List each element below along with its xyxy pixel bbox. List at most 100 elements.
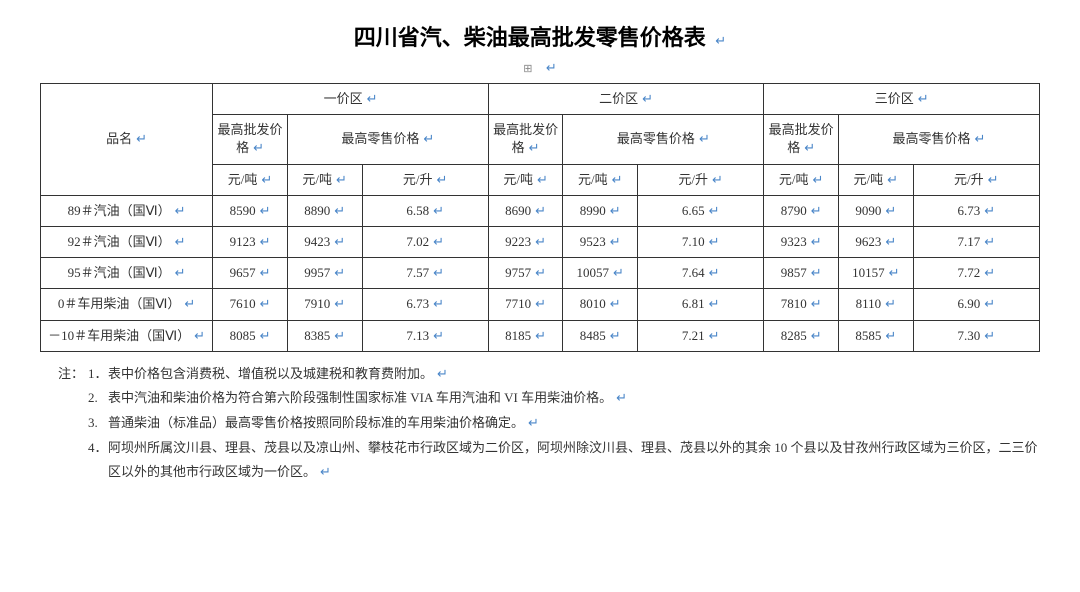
- cell-retail-liter: 6.90↵: [913, 289, 1039, 320]
- crlf-icon: ↵: [535, 328, 546, 343]
- cell-wholesale: 9857↵: [764, 258, 839, 289]
- note-number: 4．: [88, 436, 108, 485]
- note-row: 注：1．表中价格包含消费税、增值税以及城建税和教育费附加。↵: [40, 362, 1040, 387]
- cell-retail-liter: 7.13↵: [362, 320, 488, 351]
- note-text: 表中价格包含消费税、增值税以及城建税和教育费附加。↵: [108, 362, 1040, 387]
- table-body: 89＃汽油（国Ⅵ）↵8590↵8890↵6.58↵8690↵8990↵6.65↵…: [41, 195, 1040, 351]
- crlf-icon: ↵: [136, 131, 147, 146]
- th-zone-3: 三价区↵: [764, 84, 1040, 115]
- anchor-icon: ⊞: [523, 62, 532, 75]
- crlf-icon: ↵: [184, 296, 195, 311]
- cell-retail-liter: 7.72↵: [913, 258, 1039, 289]
- th-retail: 最高零售价格↵: [563, 115, 764, 164]
- th-name: 品名↵: [41, 84, 213, 196]
- crlf-icon: ↵: [709, 265, 720, 280]
- cell-retail-ton: 7910↵: [287, 289, 362, 320]
- crlf-icon: ↵: [260, 234, 271, 249]
- crlf-icon: ↵: [813, 172, 824, 187]
- cell-name: 0＃车用柴油（国Ⅵ）↵: [41, 289, 213, 320]
- cell-retail-liter: 6.81↵: [638, 289, 764, 320]
- cell-retail-liter: 7.64↵: [638, 258, 764, 289]
- crlf-icon: ↵: [712, 172, 723, 187]
- th-unit-ton: 元/吨↵: [488, 164, 563, 195]
- crlf-icon: ↵: [334, 203, 345, 218]
- cell-retail-ton: 8890↵: [287, 195, 362, 226]
- cell-wholesale: 8590↵: [213, 195, 288, 226]
- cell-wholesale: 8790↵: [764, 195, 839, 226]
- page-title: 四川省汽、柴油最高批发零售价格表 ↵: [40, 20, 1040, 52]
- note-row: 2.表中汽油和柴油价格为符合第六阶段强制性国家标准 VIA 车用汽油和 VI 车…: [40, 386, 1040, 411]
- crlf-icon: ↵: [885, 203, 896, 218]
- cell-retail-ton: 8485↵: [563, 320, 638, 351]
- cell-retail-ton: 9090↵: [838, 195, 913, 226]
- crlf-icon: ↵: [610, 328, 621, 343]
- cell-wholesale: 9323↵: [764, 226, 839, 257]
- th-retail: 最高零售价格↵: [838, 115, 1039, 164]
- cell-retail-ton: 10057↵: [563, 258, 638, 289]
- crlf-icon: ↵: [610, 234, 621, 249]
- th-zone-1: 一价区↵: [213, 84, 489, 115]
- cell-wholesale: 8185↵: [488, 320, 563, 351]
- crlf-icon: ↵: [988, 172, 999, 187]
- cell-retail-liter: 7.10↵: [638, 226, 764, 257]
- crlf-icon: ↵: [535, 265, 546, 280]
- table-row: 92＃汽油（国Ⅵ）↵9123↵9423↵7.02↵9223↵9523↵7.10↵…: [41, 226, 1040, 257]
- cell-retail-liter: 6.73↵: [362, 289, 488, 320]
- cell-retail-ton: 8010↵: [563, 289, 638, 320]
- cell-name: 92＃汽油（国Ⅵ）↵: [41, 226, 213, 257]
- crlf-icon: ↵: [336, 172, 347, 187]
- cell-retail-ton: 9623↵: [838, 226, 913, 257]
- crlf-icon: ↵: [260, 328, 271, 343]
- crlf-icon: ↵: [261, 172, 272, 187]
- crlf-icon: ↵: [885, 296, 896, 311]
- th-unit-ton: 元/吨↵: [213, 164, 288, 195]
- crlf-icon: ↵: [535, 296, 546, 311]
- crlf-icon: ↵: [260, 265, 271, 280]
- crlf-icon: ↵: [537, 172, 548, 187]
- note-lead: [40, 386, 88, 411]
- crlf-icon: ↵: [709, 328, 720, 343]
- cell-retail-liter: 7.21↵: [638, 320, 764, 351]
- cell-retail-ton: 8585↵: [838, 320, 913, 351]
- crlf-icon: ↵: [175, 203, 186, 218]
- cell-wholesale: 9657↵: [213, 258, 288, 289]
- cell-retail-ton: 9957↵: [287, 258, 362, 289]
- crlf-icon: ↵: [885, 234, 896, 249]
- crlf-icon: ↵: [367, 91, 378, 106]
- th-unit-ton: 元/吨↵: [764, 164, 839, 195]
- spacer-line: ⊞ ↵: [40, 60, 1040, 77]
- cell-retail-liter: 7.57↵: [362, 258, 488, 289]
- crlf-icon: ↵: [334, 296, 345, 311]
- th-unit-ton: 元/吨↵: [838, 164, 913, 195]
- crlf-icon: ↵: [528, 415, 539, 430]
- crlf-icon: ↵: [699, 131, 710, 146]
- crlf-icon: ↵: [887, 172, 898, 187]
- cell-retail-ton: 9523↵: [563, 226, 638, 257]
- crlf-icon: ↵: [175, 234, 186, 249]
- crlf-icon: ↵: [423, 131, 434, 146]
- crlf-icon: ↵: [889, 265, 900, 280]
- crlf-icon: ↵: [433, 203, 444, 218]
- table-row: －10＃车用柴油（国Ⅵ）↵8085↵8385↵7.13↵8185↵8485↵7.…: [41, 320, 1040, 351]
- crlf-icon: ↵: [546, 60, 557, 75]
- crlf-icon: ↵: [194, 328, 205, 343]
- th-retail: 最高零售价格↵: [287, 115, 488, 164]
- th-unit-ton: 元/吨↵: [563, 164, 638, 195]
- cell-retail-ton: 10157↵: [838, 258, 913, 289]
- crlf-icon: ↵: [535, 203, 546, 218]
- note-lead: [40, 436, 88, 485]
- crlf-icon: ↵: [715, 33, 726, 48]
- cell-wholesale: 7710↵: [488, 289, 563, 320]
- table-row: 95＃汽油（国Ⅵ）↵9657↵9957↵7.57↵9757↵10057↵7.64…: [41, 258, 1040, 289]
- cell-wholesale: 7610↵: [213, 289, 288, 320]
- note-lead: 注：: [40, 362, 88, 387]
- crlf-icon: ↵: [175, 265, 186, 280]
- note-number: 1．: [88, 362, 108, 387]
- cell-name: 95＃汽油（国Ⅵ）↵: [41, 258, 213, 289]
- th-unit-liter: 元/升↵: [913, 164, 1039, 195]
- cell-retail-ton: 8110↵: [838, 289, 913, 320]
- notes-section: 注：1．表中价格包含消费税、增值税以及城建税和教育费附加。↵2.表中汽油和柴油价…: [40, 362, 1040, 485]
- note-row: 4．阿坝州所属汶川县、理县、茂县以及凉山州、攀枝花市行政区域为二价区，阿坝州除汶…: [40, 436, 1040, 485]
- crlf-icon: ↵: [709, 234, 720, 249]
- cell-retail-liter: 7.17↵: [913, 226, 1039, 257]
